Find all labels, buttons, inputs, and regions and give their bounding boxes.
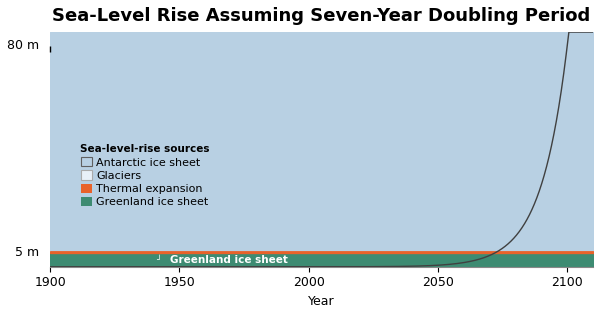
X-axis label: Year: Year — [308, 295, 335, 308]
Text: ┘: ┘ — [156, 255, 161, 264]
Text: 5 m: 5 m — [15, 246, 39, 260]
Text: 80 m: 80 m — [7, 39, 39, 52]
Text: Greenland ice sheet: Greenland ice sheet — [170, 255, 287, 265]
Title: Sea-Level Rise Assuming Seven-Year Doubling Period: Sea-Level Rise Assuming Seven-Year Doubl… — [52, 7, 591, 25]
Legend: Antarctic ice sheet, Glaciers, Thermal expansion, Greenland ice sheet: Antarctic ice sheet, Glaciers, Thermal e… — [77, 142, 211, 209]
